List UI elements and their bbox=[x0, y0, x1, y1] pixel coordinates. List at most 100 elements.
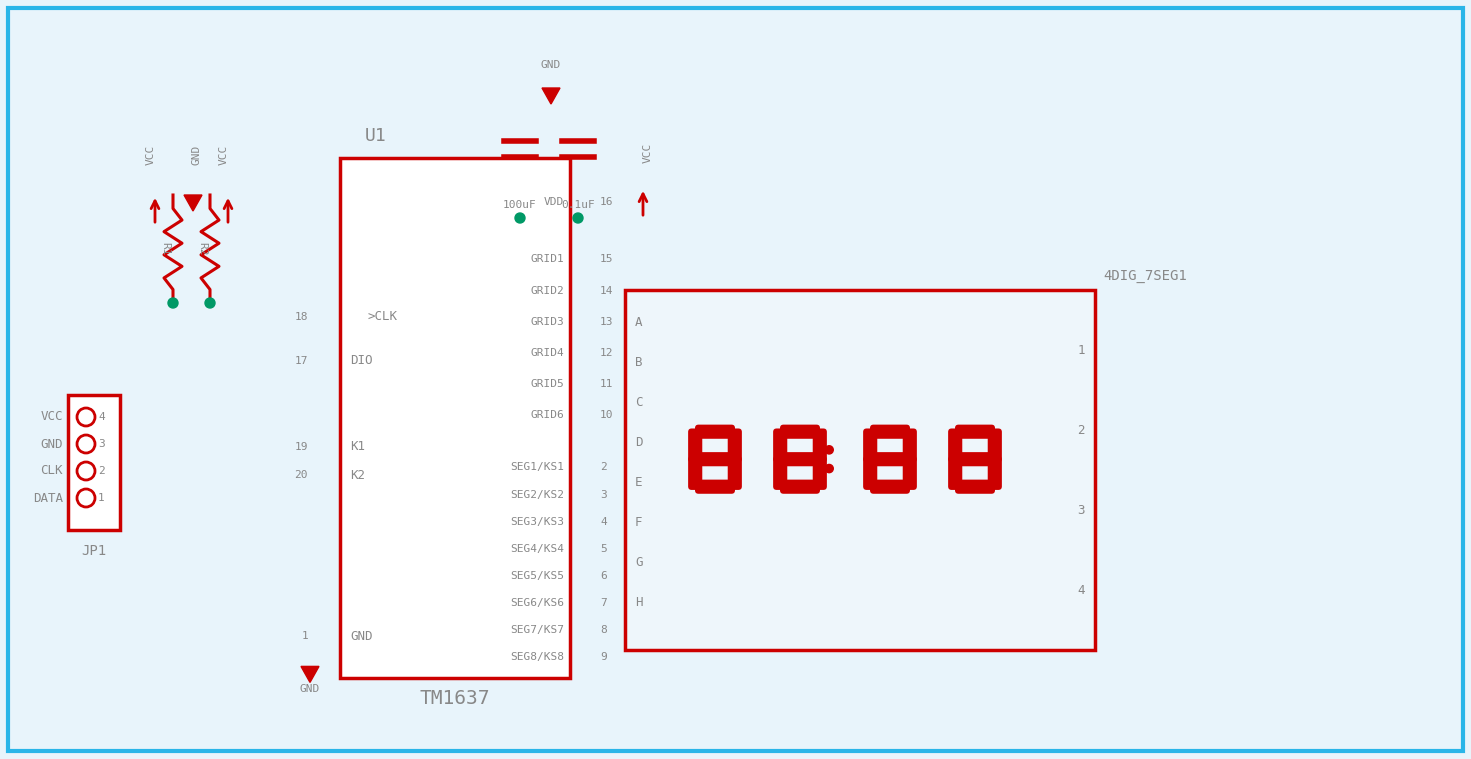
FancyBboxPatch shape bbox=[869, 424, 911, 439]
Text: VCC: VCC bbox=[41, 411, 63, 424]
Text: R2: R2 bbox=[197, 242, 207, 256]
Text: GND: GND bbox=[541, 60, 560, 70]
Text: U1: U1 bbox=[365, 127, 387, 145]
Circle shape bbox=[825, 446, 833, 454]
Text: >CLK: >CLK bbox=[368, 310, 399, 323]
Text: 6: 6 bbox=[600, 571, 606, 581]
Text: SEG8/KS8: SEG8/KS8 bbox=[510, 652, 563, 662]
Text: K2: K2 bbox=[350, 469, 365, 482]
Text: DIO: DIO bbox=[350, 354, 372, 367]
Text: 8: 8 bbox=[600, 625, 606, 635]
Text: SEG6/KS6: SEG6/KS6 bbox=[510, 598, 563, 608]
Text: SEG2/KS2: SEG2/KS2 bbox=[510, 490, 563, 500]
Polygon shape bbox=[541, 88, 560, 104]
Text: 4: 4 bbox=[600, 517, 606, 527]
Text: GND: GND bbox=[300, 685, 321, 694]
Text: G: G bbox=[635, 556, 643, 568]
Text: VCC: VCC bbox=[219, 145, 229, 165]
Text: GRID1: GRID1 bbox=[530, 254, 563, 264]
FancyBboxPatch shape bbox=[688, 429, 702, 462]
Text: 1: 1 bbox=[99, 493, 104, 503]
Text: VCC: VCC bbox=[643, 143, 653, 163]
Circle shape bbox=[515, 213, 525, 223]
FancyBboxPatch shape bbox=[903, 429, 916, 462]
Text: D: D bbox=[635, 436, 643, 449]
FancyBboxPatch shape bbox=[949, 456, 962, 490]
Text: 20: 20 bbox=[294, 470, 307, 480]
Text: 13: 13 bbox=[600, 317, 613, 327]
FancyBboxPatch shape bbox=[780, 480, 819, 494]
Text: DATA: DATA bbox=[32, 492, 63, 505]
Polygon shape bbox=[184, 195, 202, 211]
Text: VDD: VDD bbox=[544, 197, 563, 207]
FancyBboxPatch shape bbox=[780, 424, 819, 439]
Circle shape bbox=[204, 298, 215, 308]
Text: SEG3/KS3: SEG3/KS3 bbox=[510, 517, 563, 527]
Text: GRID2: GRID2 bbox=[530, 285, 563, 295]
Text: 2: 2 bbox=[99, 466, 104, 476]
FancyBboxPatch shape bbox=[812, 456, 827, 490]
Bar bbox=[68, 395, 121, 530]
Text: 5: 5 bbox=[600, 544, 606, 554]
FancyBboxPatch shape bbox=[694, 480, 736, 494]
FancyBboxPatch shape bbox=[863, 456, 877, 490]
Text: F: F bbox=[635, 515, 643, 528]
FancyBboxPatch shape bbox=[949, 429, 962, 462]
FancyBboxPatch shape bbox=[955, 424, 994, 439]
Text: SEG4/KS4: SEG4/KS4 bbox=[510, 544, 563, 554]
FancyBboxPatch shape bbox=[987, 456, 1002, 490]
Text: GRID5: GRID5 bbox=[530, 380, 563, 389]
Text: GRID4: GRID4 bbox=[530, 348, 563, 358]
Text: R1: R1 bbox=[160, 242, 171, 256]
FancyBboxPatch shape bbox=[728, 429, 741, 462]
Text: 3: 3 bbox=[99, 439, 104, 449]
FancyBboxPatch shape bbox=[955, 452, 994, 466]
Text: 2: 2 bbox=[600, 462, 606, 472]
Text: 16: 16 bbox=[600, 197, 613, 207]
Text: GRID6: GRID6 bbox=[530, 411, 563, 420]
Bar bbox=[340, 158, 569, 678]
FancyBboxPatch shape bbox=[774, 429, 787, 462]
Text: JP1: JP1 bbox=[81, 544, 106, 558]
FancyBboxPatch shape bbox=[955, 480, 994, 494]
FancyBboxPatch shape bbox=[774, 456, 787, 490]
FancyBboxPatch shape bbox=[863, 429, 877, 462]
Text: E: E bbox=[635, 475, 643, 489]
Text: 0.1uF: 0.1uF bbox=[560, 200, 594, 210]
Text: 12: 12 bbox=[600, 348, 613, 358]
Text: 4: 4 bbox=[99, 412, 104, 422]
Text: 4: 4 bbox=[1077, 584, 1086, 597]
Text: CLK: CLK bbox=[41, 465, 63, 477]
FancyBboxPatch shape bbox=[780, 452, 819, 466]
Text: 17: 17 bbox=[294, 356, 307, 366]
Circle shape bbox=[574, 213, 583, 223]
FancyBboxPatch shape bbox=[869, 480, 911, 494]
FancyBboxPatch shape bbox=[869, 452, 911, 466]
Text: 9: 9 bbox=[600, 652, 606, 662]
Text: CIRCUIT: CIRCUIT bbox=[300, 285, 1171, 474]
FancyBboxPatch shape bbox=[728, 456, 741, 490]
Text: VCC: VCC bbox=[146, 145, 156, 165]
Text: SEG1/KS1: SEG1/KS1 bbox=[510, 462, 563, 472]
Text: GND: GND bbox=[350, 630, 372, 643]
Text: SEG7/KS7: SEG7/KS7 bbox=[510, 625, 563, 635]
Text: 11: 11 bbox=[600, 380, 613, 389]
Bar bbox=[625, 290, 1094, 650]
Polygon shape bbox=[302, 666, 319, 682]
Text: 18: 18 bbox=[294, 312, 307, 322]
Text: 2: 2 bbox=[1077, 424, 1086, 436]
Text: 3: 3 bbox=[600, 490, 606, 500]
Text: 1: 1 bbox=[302, 631, 307, 641]
Text: TM1637: TM1637 bbox=[419, 688, 490, 707]
FancyBboxPatch shape bbox=[903, 456, 916, 490]
Text: 4DIG_7SEG1: 4DIG_7SEG1 bbox=[1103, 269, 1187, 283]
Text: SEG5/KS5: SEG5/KS5 bbox=[510, 571, 563, 581]
Text: K1: K1 bbox=[350, 440, 365, 453]
Text: 14: 14 bbox=[600, 285, 613, 295]
Text: 10: 10 bbox=[600, 411, 613, 420]
FancyBboxPatch shape bbox=[987, 429, 1002, 462]
Text: 3: 3 bbox=[1077, 503, 1086, 517]
Circle shape bbox=[825, 465, 833, 473]
Text: 19: 19 bbox=[294, 442, 307, 452]
Circle shape bbox=[168, 298, 178, 308]
